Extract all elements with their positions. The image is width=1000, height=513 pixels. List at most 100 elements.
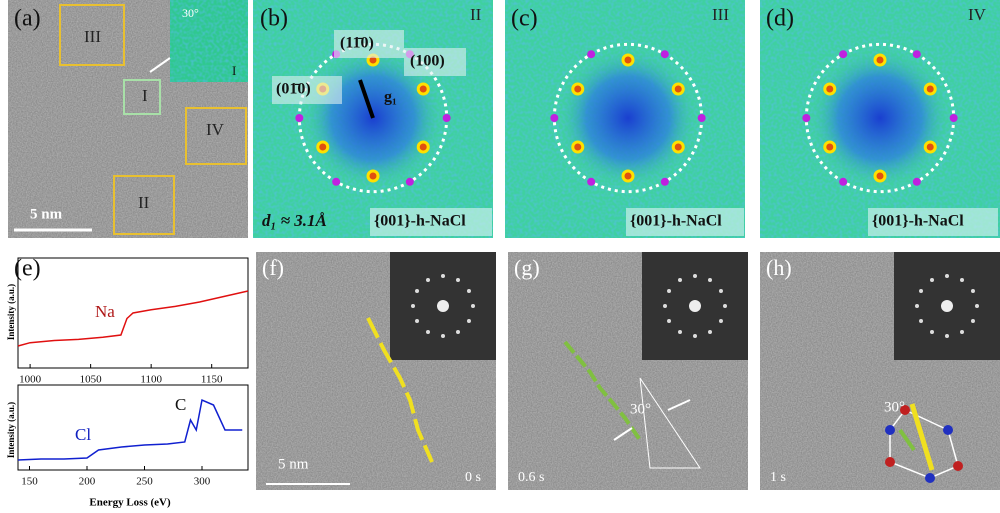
scale-label: 5 nm	[30, 206, 63, 222]
fft-spot	[708, 329, 712, 334]
angle-label: 30°	[884, 399, 905, 415]
spot	[873, 53, 887, 67]
fft-spot	[723, 304, 727, 308]
x-tick-label: 300	[194, 476, 211, 488]
fft-spot	[945, 334, 949, 338]
fft-center	[689, 300, 701, 312]
y-axis-label: Intensity (a.u.)	[6, 402, 16, 458]
boundary	[563, 340, 642, 442]
element-label: Na	[95, 302, 115, 321]
spot	[621, 53, 635, 67]
g-vector	[358, 79, 375, 119]
fft-spot	[693, 274, 697, 278]
time-label: 0.6 s	[518, 470, 544, 485]
spot-outer	[802, 114, 811, 122]
spot	[571, 140, 585, 154]
spot-outer	[550, 114, 559, 122]
phase-label: {001}-h-NaCl	[374, 213, 466, 230]
boundary	[898, 428, 916, 452]
spot	[923, 140, 937, 154]
box	[113, 175, 175, 235]
atom	[925, 473, 935, 483]
fft-spot	[718, 319, 723, 323]
box	[123, 79, 161, 115]
phase-bg	[868, 208, 998, 236]
phase-label: {001}-h-NaCl	[630, 213, 722, 230]
y-axis-label: Intensity (a.u.)	[6, 284, 16, 340]
spot-outer	[912, 177, 921, 186]
x-tick-label: 250	[136, 476, 153, 488]
fft-spot	[441, 274, 445, 278]
fft-spot	[975, 304, 979, 308]
spot-outer	[587, 50, 596, 59]
fft-spot	[415, 289, 420, 293]
x-tick-label: 1100	[140, 374, 162, 386]
fft-spot	[411, 304, 415, 308]
boundary	[366, 317, 434, 463]
x-tick-label: 150	[21, 476, 38, 488]
spot-outer	[660, 177, 669, 186]
angle-lines	[639, 377, 701, 469]
angle-label: 30°	[630, 401, 651, 417]
atom	[900, 405, 910, 415]
atom	[943, 425, 953, 435]
plane-label: (11̄0)	[340, 35, 374, 52]
x-tick-label: 1000	[19, 374, 42, 386]
arrow	[149, 57, 171, 73]
fft-spot	[426, 278, 430, 283]
fft-spot	[415, 319, 420, 323]
x-tick-label: 200	[79, 476, 96, 488]
scale-label: 5 nm	[278, 456, 309, 472]
region-label: II	[470, 5, 482, 24]
vector-label: g₁	[384, 89, 397, 106]
fft-spot	[466, 289, 471, 293]
box-label: I	[142, 86, 148, 105]
spectrum	[17, 290, 249, 347]
fft-spot	[970, 289, 975, 293]
panel-label: (b)	[260, 6, 288, 32]
box-label: II	[138, 193, 150, 212]
fft-center	[810, 48, 950, 188]
panel-label: (d)	[766, 6, 794, 32]
box	[185, 107, 247, 165]
fft-spot	[678, 329, 682, 334]
arrow	[613, 427, 633, 441]
spot-outer	[697, 114, 706, 122]
region-label: IV	[968, 5, 987, 24]
boundary	[909, 403, 935, 471]
fft-spot	[970, 319, 975, 323]
spot	[416, 82, 430, 96]
region-label: III	[712, 5, 729, 24]
spot	[671, 140, 685, 154]
plane-bg	[272, 76, 342, 104]
element-label: Cl	[75, 425, 91, 444]
spot-outer	[660, 50, 669, 59]
inset-label: I	[232, 63, 236, 78]
plane-label: (01̄0)	[276, 81, 311, 98]
spot	[873, 169, 887, 183]
spot-outer	[839, 50, 848, 59]
spot-outer	[295, 114, 304, 122]
spectrum	[17, 398, 243, 461]
spot	[923, 82, 937, 96]
plane-label: (100)	[410, 53, 445, 70]
fft-center	[437, 300, 449, 312]
plot-frame	[17, 384, 249, 471]
fft-center	[941, 300, 953, 312]
panel-label: (h)	[766, 255, 792, 280]
spot	[823, 140, 837, 154]
fft-spot	[930, 329, 934, 334]
atom	[885, 457, 895, 467]
phase-bg	[626, 208, 744, 236]
atom	[885, 425, 895, 435]
arrow	[667, 399, 691, 411]
spot	[316, 140, 330, 154]
spot	[621, 169, 635, 183]
fft-spot	[667, 319, 672, 323]
fft-spot	[960, 329, 964, 334]
panel-label: (a)	[14, 6, 41, 32]
phase-bg	[370, 208, 492, 236]
inset-angle: 30°	[182, 6, 199, 20]
spot	[366, 169, 380, 183]
